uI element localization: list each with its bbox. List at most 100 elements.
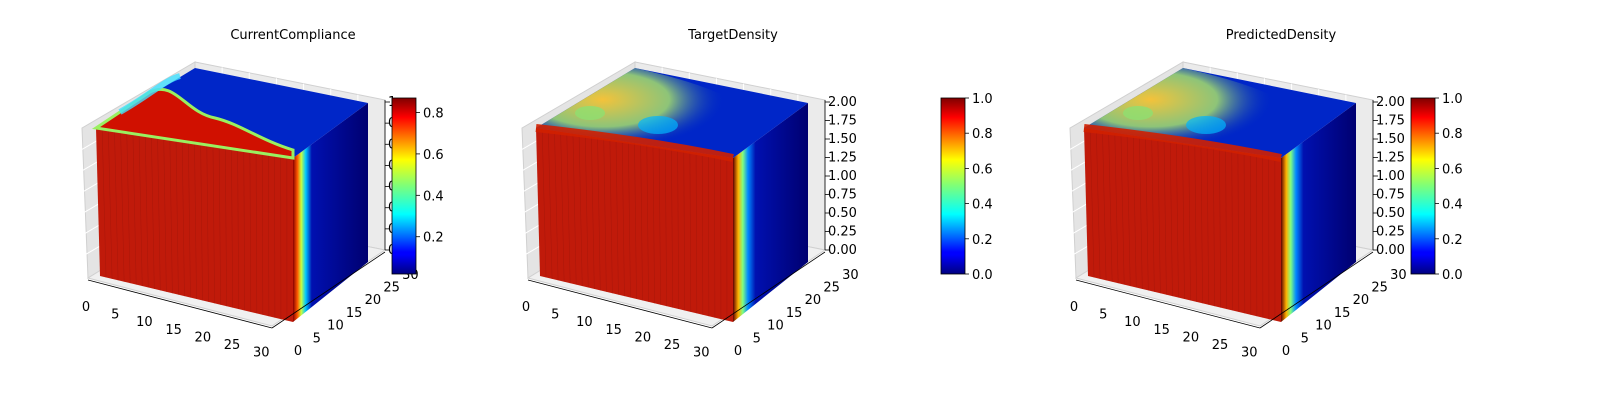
x-tick-label: 25 [224,338,241,353]
y-tick-label: 0 [734,344,742,359]
colorbar-tick-label: 0.6 [423,148,444,163]
cube-right-face [1281,103,1356,322]
x-tick-label: 5 [111,308,119,323]
colorbar-tick-label: 0.6 [1442,162,1463,177]
x-tick-label: 20 [195,330,212,345]
front-face-grid [541,128,728,321]
y-axis-line [271,251,386,329]
y-tick-label: 30 [1390,268,1407,283]
cube-right-face [733,103,808,322]
x-tick-label: 30 [1241,346,1258,361]
colorbar-tick-label: 0.0 [1442,268,1463,283]
z-tick-label: 1.75 [1376,114,1405,129]
x-axis-line [527,279,713,329]
x-tick-label: 15 [605,323,622,338]
x-tick-label: 30 [253,346,270,361]
x-tick-label: 5 [1099,308,1107,323]
z-tick-label: 0.25 [828,225,857,240]
z-tick-label: 0.25 [1376,225,1405,240]
z-tick-label: 1.25 [828,151,857,166]
front-face-grid [1089,128,1276,321]
colorbar [940,97,966,275]
top-face-low-spot [1186,116,1226,134]
top-face-low-spot [638,116,678,134]
y-tick-label: 25 [823,281,840,296]
colorbar-tick-label: 0.2 [972,233,993,248]
top-face-high-region [91,88,295,160]
colorbar-tick-label: 0.6 [972,162,993,177]
z-tick-label: 1.75 [828,114,857,129]
colorbar-tick-label: 0.2 [423,231,444,246]
cube-right-face [293,103,368,322]
chart-title: TargetDensity [687,28,778,43]
y-tick-label: 30 [842,268,859,283]
x-tick-label: 15 [1153,323,1170,338]
x-tick-label: 25 [664,338,681,353]
y-tick-label: 15 [1334,306,1351,321]
y-tick-label: 10 [1315,319,1332,334]
y-axis-line [1259,251,1374,329]
colorbar-tick-label: 0.8 [423,106,444,121]
x-tick-label: 0 [82,300,90,315]
x-axis-line [87,279,273,329]
y-tick-label: 0 [294,344,302,359]
y-tick-label: 15 [346,306,363,321]
y-tick-label: 20 [365,293,382,308]
y-tick-label: 10 [327,319,344,334]
x-tick-label: 5 [551,308,559,323]
x-tick-label: 15 [165,323,182,338]
colorbar-tick-label: 0.4 [972,198,993,213]
x-tick-label: 20 [635,330,652,345]
x-axis-line [1075,279,1261,329]
y-tick-label: 5 [753,331,761,346]
x-tick-label: 10 [576,315,593,330]
y-tick-label: 10 [767,319,784,334]
colorbar-tick-label: 0.4 [1442,198,1463,213]
z-tick-label: 1.00 [1376,169,1405,184]
z-tick-label: 0.00 [1376,243,1405,258]
top-face-transition [118,73,181,115]
colorbar [391,97,417,275]
y-tick-label: 25 [383,281,400,296]
x-tick-label: 10 [1124,315,1141,330]
z-tick-label: 1.25 [1376,151,1405,166]
y-tick-label: 25 [1371,281,1388,296]
y-tick-label: 20 [1353,293,1370,308]
y-tick-label: 5 [1301,331,1309,346]
top-face-mid-spot [575,106,605,120]
z-tick-label: 2.00 [828,95,857,110]
z-tick-label: 1.00 [828,169,857,184]
z-tick-label: 0.50 [1376,206,1405,221]
y-tick-label: 0 [1282,344,1290,359]
x-tick-label: 30 [693,346,710,361]
top-face-front-edge [535,124,734,162]
colorbar-tick-label: 1.0 [972,92,993,107]
colorbar-tick-label: 0.4 [423,189,444,204]
z-tick-label: 1.50 [1376,132,1405,147]
z-tick-label: 0.50 [828,206,857,221]
z-tick-label: 0.75 [1376,188,1405,203]
z-tick-label: 0.75 [828,188,857,203]
chart-title: PredictedDensity [1226,28,1337,43]
x-tick-label: 0 [1070,300,1078,315]
colorbar-tick-label: 1.0 [1442,92,1463,107]
x-tick-label: 10 [136,315,153,330]
colorbar-tick-label: 0.0 [972,268,993,283]
top-face-mid-spot [1123,106,1153,120]
z-tick-label: 2.00 [1376,95,1405,110]
x-tick-label: 0 [522,300,530,315]
colorbar-tick-label: 0.8 [1442,127,1463,142]
y-tick-label: 20 [805,293,822,308]
y-tick-label: 15 [786,306,803,321]
top-face-front-edge [1083,124,1282,162]
x-tick-label: 25 [1212,338,1229,353]
colorbar [1410,97,1436,275]
colorbar-tick-label: 0.2 [1442,233,1463,248]
colorbar-tick-label: 0.8 [972,127,993,142]
z-tick-label: 1.50 [828,132,857,147]
chart-title: CurrentCompliance [230,28,355,43]
y-tick-label: 5 [313,331,321,346]
